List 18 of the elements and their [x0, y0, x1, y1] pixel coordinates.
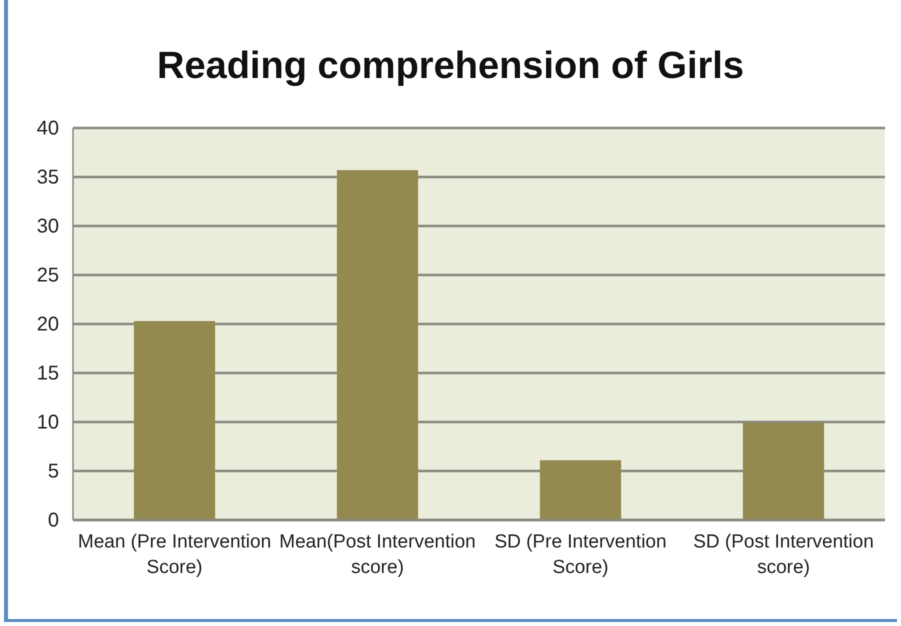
chart-title: Reading comprehension of Girls: [157, 45, 744, 87]
bar: [742, 422, 824, 520]
y-tick-label: 5: [48, 460, 59, 482]
x-tick-label: SD (Post Intervention score): [693, 531, 874, 578]
bar: [540, 460, 622, 520]
y-tick-label: 20: [36, 313, 59, 336]
x-tick-label: Mean (Pre Intervention Score): [78, 531, 272, 578]
x-tick-label: SD (Pre Intervention Score): [494, 531, 667, 578]
x-tick-label: Mean(Post Intervention score): [279, 531, 476, 578]
y-tick-label: 40: [36, 117, 59, 140]
y-tick-label: 25: [36, 264, 59, 286]
bar: [336, 170, 418, 520]
y-tick-label: 35: [36, 166, 59, 188]
y-tick-label: 15: [36, 362, 59, 384]
y-tick-label: 0: [48, 509, 59, 532]
y-tick-label: 10: [36, 411, 59, 434]
y-tick-label: 30: [36, 215, 59, 238]
bar: [134, 321, 216, 520]
